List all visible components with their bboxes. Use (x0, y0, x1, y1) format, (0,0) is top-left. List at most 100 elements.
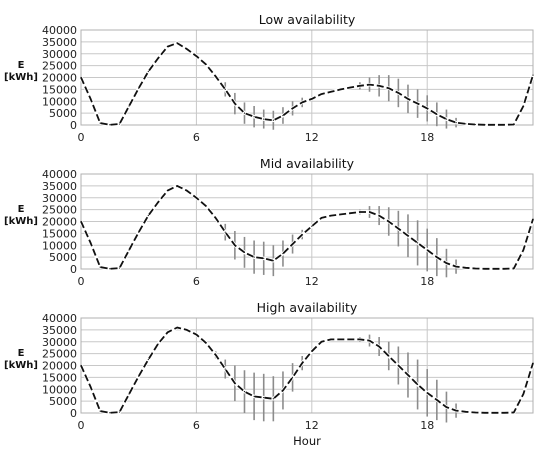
data-point (291, 376, 294, 378)
y-tick-label: 30000 (42, 48, 77, 61)
data-point (282, 114, 284, 117)
data-point (80, 364, 82, 367)
data-point (407, 235, 409, 237)
y-tick-label: 15000 (42, 83, 77, 96)
x-tick-label: 6 (193, 419, 200, 432)
data-point (138, 87, 140, 89)
chart-panel-2: 0500010000150002000025000300003500040000… (4, 156, 535, 288)
data-point (368, 339, 371, 342)
data-point (253, 256, 255, 258)
data-point (330, 214, 332, 217)
data-point (522, 249, 524, 251)
data-point (272, 260, 274, 262)
y-axis-label-unit: [kWh] (4, 216, 38, 227)
data-point (445, 406, 448, 408)
y-tick-label: 10000 (42, 383, 77, 396)
data-point (455, 122, 457, 124)
data-point (128, 393, 130, 395)
data-point (263, 396, 265, 399)
data-point (416, 383, 419, 386)
data-point (263, 257, 265, 259)
y-tick-label: 5000 (49, 395, 77, 408)
y-tick-label: 20000 (42, 72, 77, 85)
data-point (340, 338, 342, 340)
data-point (301, 233, 303, 236)
data-point (224, 368, 226, 370)
x-tick-label: 6 (193, 275, 200, 288)
data-point (176, 42, 178, 44)
data-point (320, 217, 323, 219)
data-point (301, 101, 303, 104)
chart-title: High availability (257, 300, 358, 315)
y-tick-label: 15000 (42, 371, 77, 384)
data-point (147, 214, 149, 217)
data-point (195, 197, 198, 199)
y-tick-label: 20000 (42, 216, 77, 229)
data-point (243, 391, 246, 393)
y-tick-label: 35000 (42, 180, 77, 193)
y-tick-label: 25000 (42, 348, 77, 361)
y-tick-label: 35000 (42, 36, 77, 49)
y-tick-label: 15000 (42, 227, 77, 240)
data-point (416, 242, 419, 244)
data-point (291, 107, 294, 109)
data-point (493, 124, 496, 126)
x-tick-label: 12 (305, 275, 319, 288)
data-point (416, 103, 419, 105)
data-point (109, 124, 111, 126)
y-tick-label: 30000 (42, 192, 77, 205)
data-point (436, 399, 438, 401)
data-point (513, 411, 515, 414)
data-point (195, 55, 198, 57)
data-point (80, 76, 82, 79)
data-point (253, 116, 255, 118)
data-point (147, 70, 149, 73)
y-tick-label: 0 (70, 263, 77, 276)
data-point (311, 350, 313, 352)
y-tick-label: 10000 (42, 239, 77, 252)
x-tick-label: 12 (305, 131, 319, 144)
data-point (90, 98, 92, 100)
y-axis-label: E (18, 204, 25, 215)
data-point (359, 338, 361, 340)
data-point (186, 329, 188, 331)
data-point (99, 266, 101, 268)
series-line (80, 42, 534, 126)
data-point (503, 268, 505, 270)
data-point (263, 118, 265, 120)
data-point (176, 185, 178, 187)
data-point (157, 343, 159, 345)
y-tick-label: 30000 (42, 336, 77, 349)
x-tick-label: 0 (78, 275, 85, 288)
chart-panel-1: 0500010000150002000025000300003500040000… (4, 12, 535, 144)
data-point (243, 112, 246, 114)
data-point (397, 364, 399, 367)
data-point (359, 85, 361, 87)
data-point (474, 123, 476, 126)
y-tick-label: 20000 (42, 360, 77, 373)
chart-title: Mid availability (260, 156, 355, 171)
y-axis-label: E (18, 348, 25, 359)
data-point (484, 268, 486, 270)
data-point (311, 225, 313, 227)
data-point (205, 205, 207, 207)
data-point (234, 382, 236, 384)
data-point (349, 86, 351, 89)
data-point (80, 220, 82, 223)
data-point (465, 267, 467, 269)
x-tick-label: 18 (420, 131, 434, 144)
data-point (253, 395, 255, 397)
y-tick-label: 5000 (49, 107, 77, 120)
x-tick-label: 18 (420, 419, 434, 432)
x-tick-label: 18 (420, 275, 434, 288)
y-tick-label: 40000 (42, 168, 77, 181)
data-point (388, 220, 390, 223)
y-tick-label: 40000 (42, 24, 77, 37)
data-point (349, 338, 351, 340)
data-point (513, 123, 515, 126)
data-point (397, 92, 399, 94)
y-tick-label: 0 (70, 407, 77, 420)
data-point (474, 267, 476, 270)
data-point (186, 190, 188, 192)
data-point (157, 57, 159, 60)
